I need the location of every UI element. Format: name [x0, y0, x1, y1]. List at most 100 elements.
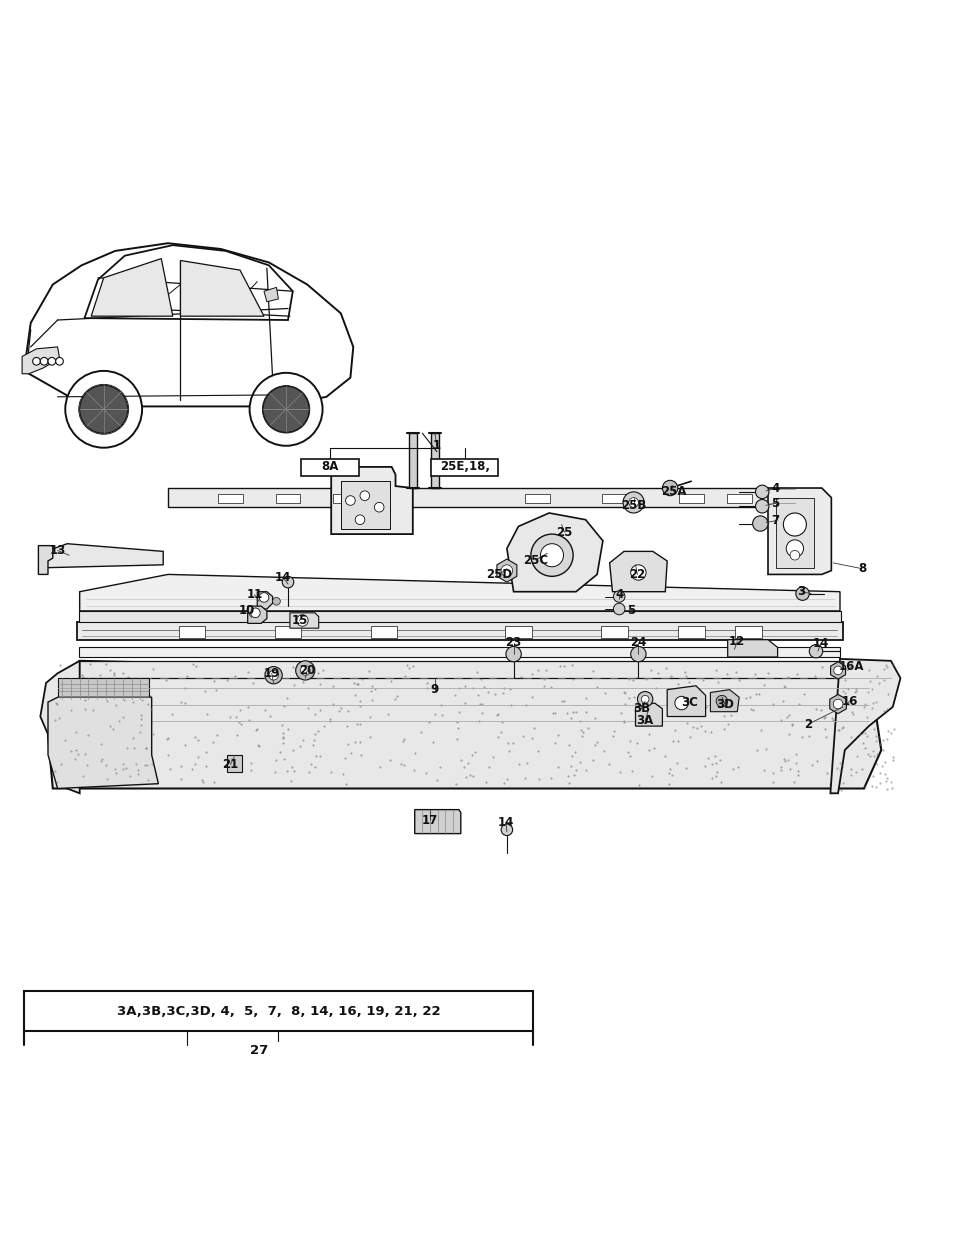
Circle shape [631, 647, 646, 661]
Text: 1: 1 [433, 439, 441, 452]
Text: 5: 5 [628, 604, 636, 618]
Text: 3C: 3C [681, 696, 698, 709]
Circle shape [756, 500, 769, 513]
Circle shape [716, 695, 728, 707]
Circle shape [506, 647, 521, 661]
Polygon shape [264, 288, 278, 302]
Circle shape [809, 644, 823, 658]
Circle shape [637, 691, 653, 707]
Circle shape [48, 357, 56, 365]
Polygon shape [58, 678, 149, 699]
Circle shape [790, 551, 800, 560]
Text: 11: 11 [247, 588, 262, 601]
Polygon shape [91, 258, 173, 316]
Polygon shape [710, 690, 739, 711]
Polygon shape [38, 546, 53, 575]
Circle shape [346, 495, 355, 505]
Text: 14: 14 [275, 571, 292, 583]
Bar [218, 494, 243, 504]
Text: 8A: 8A [322, 460, 339, 473]
Circle shape [265, 666, 282, 684]
Text: 25: 25 [556, 526, 573, 539]
Text: 25E,18,: 25E,18, [440, 460, 490, 473]
Text: 14: 14 [497, 815, 515, 829]
Polygon shape [409, 433, 417, 488]
Circle shape [641, 695, 649, 704]
Polygon shape [77, 623, 843, 639]
Text: 25B: 25B [621, 499, 646, 511]
Text: 2: 2 [804, 717, 812, 731]
Circle shape [33, 357, 40, 365]
Circle shape [269, 670, 278, 680]
Polygon shape [40, 660, 80, 793]
Circle shape [531, 534, 573, 576]
Circle shape [753, 516, 768, 531]
Text: 10: 10 [239, 604, 254, 618]
Text: 5: 5 [772, 496, 780, 510]
Circle shape [613, 591, 625, 602]
Circle shape [540, 544, 564, 567]
Circle shape [786, 540, 804, 557]
Text: 3D: 3D [716, 697, 733, 711]
Circle shape [501, 565, 513, 576]
Text: 16A: 16A [839, 660, 864, 673]
Text: 4: 4 [615, 588, 623, 601]
Polygon shape [48, 697, 158, 788]
Text: 12: 12 [730, 635, 745, 648]
Polygon shape [79, 660, 845, 678]
Polygon shape [290, 613, 319, 628]
Polygon shape [431, 433, 439, 488]
Text: 7: 7 [772, 514, 780, 527]
Text: 24: 24 [630, 637, 647, 649]
Polygon shape [168, 488, 787, 508]
Bar [179, 627, 205, 638]
Circle shape [355, 515, 365, 525]
Bar [525, 494, 550, 504]
Text: 20: 20 [300, 664, 315, 676]
Bar [602, 494, 627, 504]
Circle shape [623, 491, 644, 513]
Polygon shape [46, 544, 163, 567]
FancyBboxPatch shape [24, 992, 533, 1031]
Polygon shape [667, 686, 706, 716]
Bar [601, 627, 628, 638]
Text: 14: 14 [812, 637, 829, 650]
Text: 8: 8 [858, 562, 866, 575]
Polygon shape [610, 551, 667, 592]
Circle shape [662, 480, 678, 495]
Text: 3A,3B,3C,3D, 4,  5,  7,  8, 14, 16, 19, 21, 22: 3A,3B,3C,3D, 4, 5, 7, 8, 14, 16, 19, 21,… [116, 1005, 441, 1018]
Bar [735, 627, 762, 638]
Circle shape [631, 565, 646, 581]
Polygon shape [829, 695, 847, 714]
Polygon shape [341, 482, 390, 530]
Bar [678, 627, 705, 638]
Text: 9: 9 [431, 683, 439, 696]
Circle shape [259, 593, 269, 602]
Circle shape [501, 824, 513, 835]
Text: 3: 3 [798, 586, 805, 598]
Circle shape [613, 603, 625, 614]
Text: 27: 27 [250, 1044, 269, 1057]
Text: 13: 13 [50, 544, 65, 557]
Polygon shape [79, 648, 840, 656]
Polygon shape [180, 261, 264, 316]
Text: 3A: 3A [636, 714, 654, 727]
Polygon shape [80, 575, 840, 611]
Text: 17: 17 [422, 814, 438, 827]
Circle shape [374, 503, 384, 513]
Text: 19: 19 [263, 666, 280, 680]
FancyBboxPatch shape [431, 459, 498, 475]
Polygon shape [636, 704, 662, 726]
Polygon shape [415, 809, 461, 834]
Circle shape [629, 498, 638, 508]
Text: 16: 16 [841, 695, 858, 707]
Circle shape [282, 576, 294, 588]
Circle shape [360, 491, 370, 500]
Circle shape [756, 485, 769, 499]
Bar [505, 627, 532, 638]
Polygon shape [331, 467, 413, 534]
Polygon shape [22, 347, 60, 374]
Bar [276, 494, 300, 504]
Polygon shape [497, 558, 516, 582]
Circle shape [40, 357, 48, 365]
